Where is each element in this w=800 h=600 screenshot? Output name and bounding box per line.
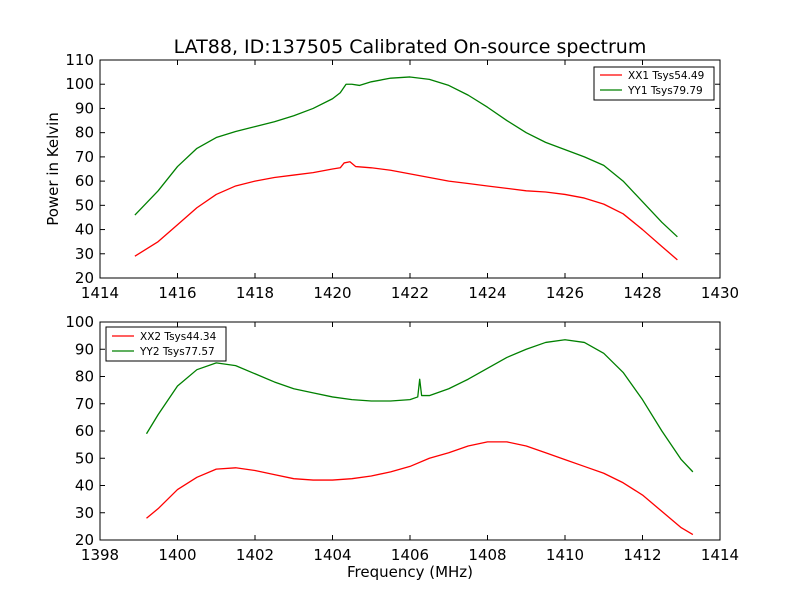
bottom-ytick-label: 60 [75, 422, 94, 440]
bottom-xtick-label: 1410 [546, 546, 584, 564]
bottom-chart: Frequency (MHz) 1398 1400 1402 1404 1406 1408… [65, 313, 739, 581]
top-xtick-label: 1414 [81, 284, 119, 302]
top-ytick-label: 90 [75, 99, 94, 117]
top-chart-ylabel: Power in Kelvin [44, 112, 62, 226]
top-xtick-label: 1422 [391, 284, 429, 302]
top-ytick-label: 100 [65, 75, 94, 93]
top-xtick-label: 1420 [313, 284, 351, 302]
top-xtick-label: 1424 [468, 284, 506, 302]
bottom-chart-xlabel: Frequency (MHz) [347, 563, 473, 581]
bottom-ytick-label: 50 [75, 449, 94, 467]
bottom-ytick-label: 90 [75, 340, 94, 358]
top-xtick-label: 1430 [701, 284, 739, 302]
bottom-ytick-label: 70 [75, 395, 94, 413]
bottom-chart-ticks: 1398 1400 1402 1404 1406 1408 1410 1412 1414 20 30… [65, 313, 739, 564]
top-chart-ticks: 1414 1416 1418 1420 1422 1424 1426 1428 1430 20 30… [65, 51, 739, 302]
bottom-chart-legend: XX2 Tsys44.34 YY2 Tsys77.57 [105, 326, 227, 362]
bottom-series-line-1 [145, 339, 694, 473]
top-legend-label-xx1: XX1 Tsys54.49 [628, 70, 704, 82]
top-series-line-0 [134, 161, 678, 261]
bottom-xtick-label: 1412 [623, 546, 661, 564]
bottom-legend-label-xx2: XX2 Tsys44.34 [140, 331, 217, 343]
bottom-xtick-label: 1402 [236, 546, 274, 564]
top-xtick-label: 1418 [236, 284, 274, 302]
top-ytick-label: 80 [75, 124, 94, 142]
bottom-ytick-label: 20 [75, 531, 94, 549]
top-series-line-1 [134, 76, 678, 238]
top-ytick-label: 60 [75, 172, 94, 190]
bottom-ytick-label: 30 [75, 504, 94, 522]
bottom-xtick-label: 1404 [313, 546, 351, 564]
bottom-xtick-label: 1414 [701, 546, 739, 564]
bottom-ytick-label: 40 [75, 477, 94, 495]
bottom-xtick-label: 1398 [81, 546, 119, 564]
bottom-legend-label-yy2: YY2 Tsys77.57 [139, 346, 215, 358]
top-xtick-label: 1428 [623, 284, 661, 302]
top-ytick-label: 70 [75, 148, 94, 166]
bottom-xtick-label: 1406 [391, 546, 429, 564]
top-ytick-label: 50 [75, 196, 94, 214]
top-chart: LAT88, ID:137505 Calibrated On-source sp… [44, 36, 739, 302]
top-chart-title: LAT88, ID:137505 Calibrated On-source sp… [174, 36, 647, 58]
top-ytick-label: 20 [75, 269, 94, 287]
top-xtick-label: 1416 [158, 284, 196, 302]
top-ytick-label: 30 [75, 245, 94, 263]
top-chart-legend-box [593, 66, 715, 101]
top-chart-legend: XX1 Tsys54.49 YY1 Tsys79.79 [593, 66, 715, 101]
top-ytick-label: 110 [65, 51, 94, 69]
bottom-chart-legend-box [105, 326, 227, 362]
top-legend-label-yy1: YY1 Tsys79.79 [627, 85, 703, 97]
bottom-ytick-label: 80 [75, 368, 94, 386]
bottom-xtick-label: 1408 [468, 546, 506, 564]
bottom-series-line-0 [146, 441, 694, 536]
bottom-chart-series [145, 339, 694, 536]
bottom-xtick-label: 1400 [158, 546, 196, 564]
bottom-ytick-label: 100 [65, 313, 94, 331]
top-chart-series [134, 76, 678, 261]
top-xtick-label: 1426 [546, 284, 584, 302]
top-ytick-label: 40 [75, 221, 94, 239]
